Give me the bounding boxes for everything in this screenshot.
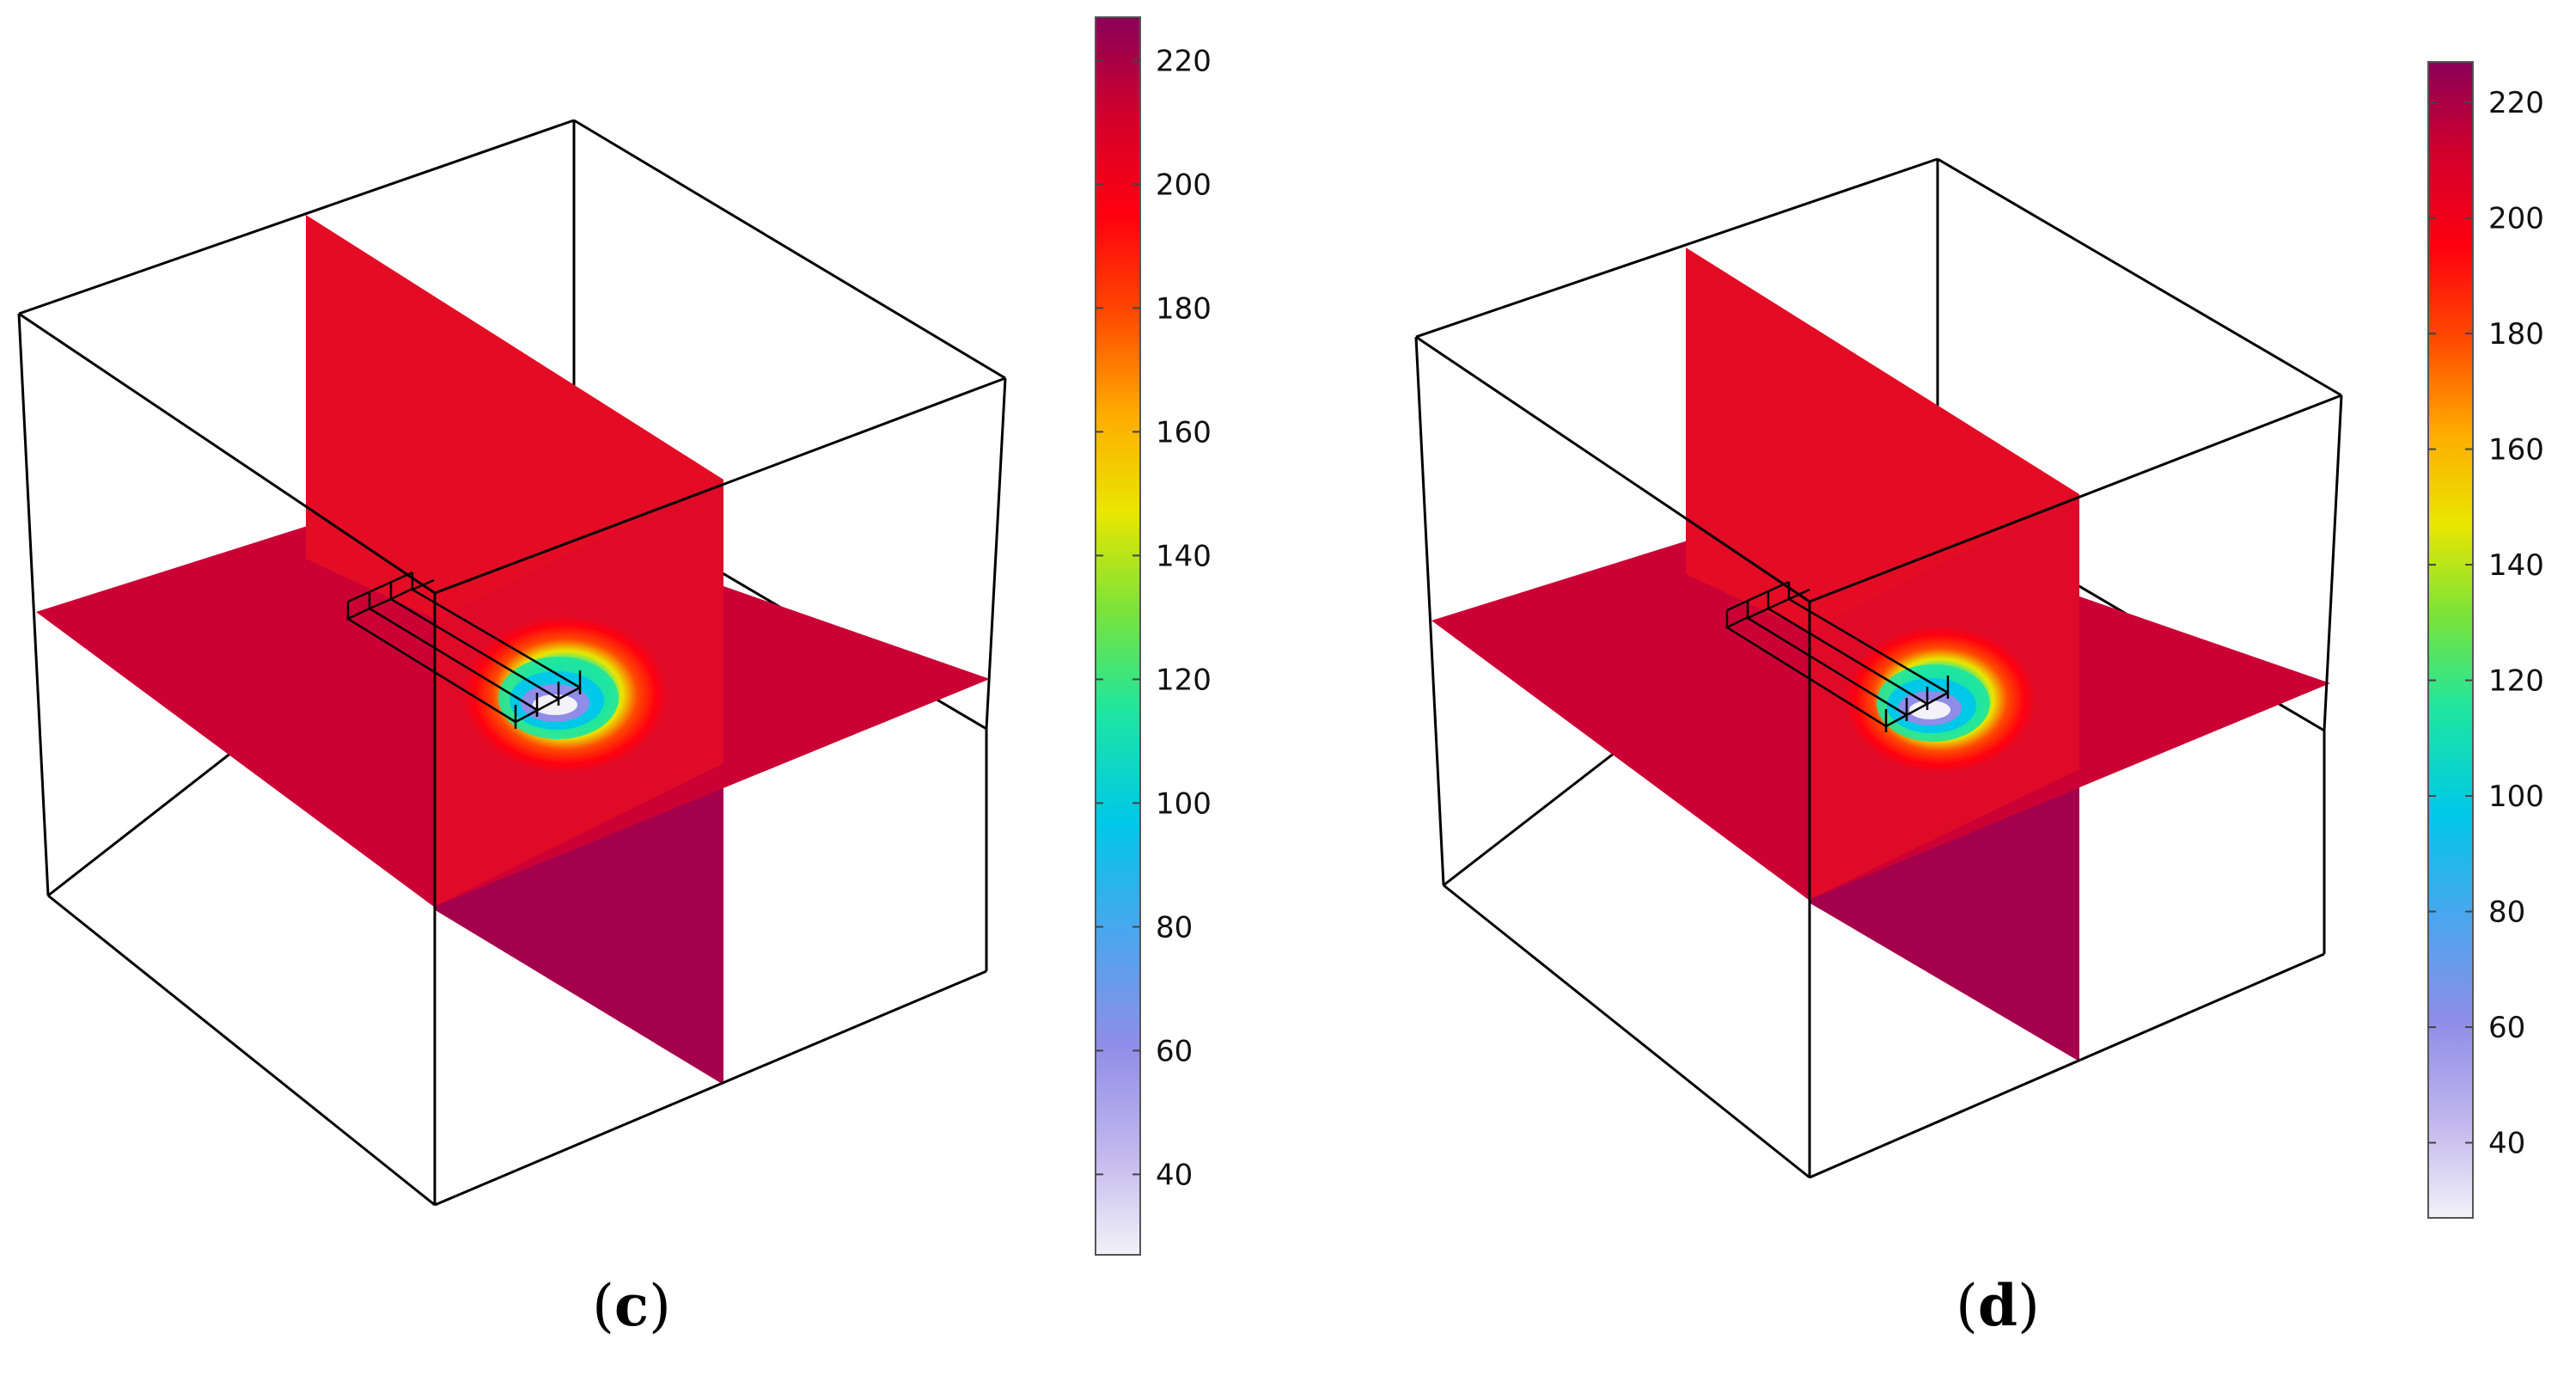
colorbar-tick-label: 80 — [2488, 896, 2525, 930]
colorbar-tick-label: 60 — [2488, 1011, 2525, 1045]
box-front-edges — [1414, 335, 2343, 1179]
colorbar-tick-label: 140 — [2488, 548, 2544, 583]
colorbar-tick-label: 40 — [2488, 1127, 2525, 1161]
colorbar-tick-label: 160 — [1156, 415, 1212, 449]
colorbar-tick-label: 120 — [2488, 664, 2544, 699]
colorbar-tick-label: 180 — [1156, 291, 1212, 326]
caption-c: (c) — [592, 1272, 671, 1339]
colorbar-tick-label: 200 — [2488, 202, 2544, 236]
colorbar-tick-label: 80 — [1156, 910, 1193, 945]
colorbar-tick-label: 180 — [2488, 317, 2544, 352]
probe-wireframe-c — [346, 571, 582, 729]
colorbar-tick-label: 140 — [1156, 539, 1212, 573]
caption-d: (d) — [1956, 1272, 2040, 1339]
colorbar-tick-label: 120 — [1156, 663, 1212, 697]
colorbar-tick-label: 220 — [1156, 44, 1212, 78]
vertical-slice-lower — [434, 763, 723, 1085]
colorbar-tick-label: 100 — [1156, 786, 1212, 821]
colorbar-d-ticks: 40 60 80 100 120 140 160 180 200 220 — [2428, 86, 2544, 1161]
colorbar-tick-label: 220 — [2488, 86, 2544, 120]
colorbar-d: 40 60 80 100 120 140 160 180 200 220 — [2427, 61, 2544, 1219]
hotspot-d — [1844, 626, 2036, 774]
colorbar-tick-label: 40 — [1156, 1158, 1193, 1192]
vertical-slice-lower — [1809, 769, 2079, 1061]
colorbar-c: 40 60 80 100 120 140 160 180 200 220 — [1095, 16, 1212, 1256]
colorbar-tick-label: 60 — [1156, 1034, 1193, 1068]
colorbar-tick-label: 200 — [1156, 168, 1212, 202]
panel-d: 40 60 80 100 120 140 160 180 200 220 — [1414, 61, 2544, 1219]
colorbar-tick-label: 160 — [2488, 433, 2544, 468]
probe-wireframe-d — [1725, 580, 1950, 732]
colorbar-tick-label: 100 — [2488, 780, 2544, 814]
panel-c: 40 60 80 100 120 140 160 180 200 220 — [17, 16, 1212, 1256]
box-front-edges — [17, 312, 1007, 1207]
colorbar-c-ticks: 40 60 80 100 120 140 160 180 200 220 — [1096, 44, 1212, 1192]
